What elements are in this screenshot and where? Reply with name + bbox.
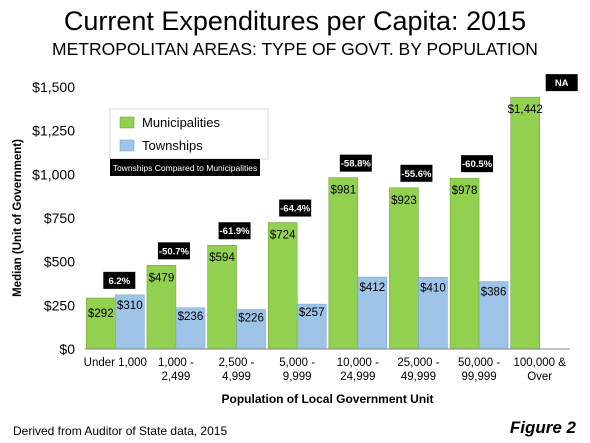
y-axis-label: Median (Unit of Government) <box>12 139 24 297</box>
townships-value-label: $412 <box>360 282 386 294</box>
comparison-label: -55.6% <box>401 169 432 180</box>
comparison-label-box <box>545 74 578 92</box>
municipalities-bar <box>207 244 237 350</box>
municipalities-bar <box>328 177 359 350</box>
municipalities-bar <box>389 187 419 350</box>
townships-value-label: $410 <box>420 282 446 294</box>
y-tick-label: $250 <box>44 297 75 313</box>
municipalities-bar <box>86 297 116 350</box>
x-axis-label: Population of Local Government Unit <box>221 392 433 406</box>
y-tick-label: $1,000 <box>32 166 75 182</box>
x-tick-label: 2,500 - <box>219 357 255 369</box>
x-tick-label: 99,999 <box>461 371 496 383</box>
comparison-label: -50.7% <box>159 246 190 257</box>
comparison-label: -60.5% <box>462 159 493 170</box>
x-tick-label: 9,999 <box>283 371 312 383</box>
comparison-label: -61.9% <box>220 226 251 237</box>
comparison-label-box <box>400 164 433 182</box>
townships-value-label: $226 <box>238 313 264 325</box>
chart-subtitle: METROPOLITAN AREAS: TYPE OF GOVT. BY POP… <box>52 39 538 59</box>
comparison-label-box <box>157 242 190 260</box>
comparison-label: -64.4% <box>280 204 311 215</box>
comparison-label-box <box>218 222 251 240</box>
municipalities-bar <box>146 265 177 350</box>
y-tick-label: $1,250 <box>32 123 75 139</box>
comparison-label: 6.2% <box>108 276 130 287</box>
x-tick-label: 24,999 <box>340 371 375 383</box>
townships-value-label: $257 <box>299 307 325 319</box>
municipalities-value-label: $978 <box>452 185 478 197</box>
townships-bar <box>478 281 509 350</box>
municipalities-bar <box>267 222 298 350</box>
municipalities-value-label: $292 <box>88 308 114 320</box>
x-tick-label: 2,499 <box>162 371 191 383</box>
municipalities-bar <box>449 177 480 350</box>
townships-bar <box>115 294 145 350</box>
legend-label-townships: Townships <box>142 138 203 153</box>
y-tick-label: $750 <box>44 210 75 226</box>
x-tick-label: 5,000 - <box>279 357 315 369</box>
x-tick-label: Under 1,000 <box>84 357 147 369</box>
legend-note-box <box>110 159 260 176</box>
municipalities-value-label: $1,442 <box>508 104 543 116</box>
townships-bar <box>296 303 327 350</box>
townships-value-label: $386 <box>481 287 507 299</box>
x-tick-label: Over <box>527 371 552 383</box>
comparison-label: NA <box>555 78 569 89</box>
y-tick-label: $0 <box>59 341 75 357</box>
townships-bar <box>418 277 448 350</box>
municipalities-value-label: $981 <box>331 185 357 197</box>
municipalities-value-label: $724 <box>270 230 296 242</box>
y-tick-label: $1,500 <box>32 79 75 95</box>
legend-note: Townships Compared to Municipalities <box>113 163 258 173</box>
x-tick-label: 49,999 <box>401 371 436 383</box>
municipalities-value-label: $923 <box>391 195 417 207</box>
chart-title: Current Expenditures per Capita: 2015 <box>63 6 527 36</box>
figure-label: Figure 2 <box>509 418 576 437</box>
townships-bar <box>236 309 266 350</box>
comparison-label-box <box>279 199 312 217</box>
x-tick-label: 4,999 <box>222 371 251 383</box>
x-tick-label: 100,000 & <box>513 357 566 369</box>
legend-swatch-townships <box>119 139 135 152</box>
comparison-label-box <box>461 155 494 173</box>
municipalities-value-label: $479 <box>149 272 175 284</box>
townships-value-label: $310 <box>117 300 143 312</box>
x-tick-label: 1,000 - <box>158 357 194 369</box>
municipalities-bar <box>510 96 540 350</box>
comparison-label-box <box>103 271 136 289</box>
legend-swatch-municipalities <box>119 116 135 129</box>
comparison-label: -58.8% <box>341 159 372 170</box>
townships-bar <box>175 307 206 350</box>
municipalities-value-label: $594 <box>209 252 235 264</box>
comparison-label-box <box>339 154 372 172</box>
x-tick-label: 10,000 - <box>337 357 379 369</box>
townships-value-label: $236 <box>178 311 204 323</box>
x-tick-label: 25,000 - <box>397 357 439 369</box>
legend-box <box>109 108 269 160</box>
source-note: Derived from Auditor of State data, 2015 <box>13 424 228 438</box>
legend-label-municipalities: Municipalities <box>142 115 221 130</box>
y-tick-label: $500 <box>44 254 75 270</box>
x-tick-label: 50,000 - <box>458 357 500 369</box>
